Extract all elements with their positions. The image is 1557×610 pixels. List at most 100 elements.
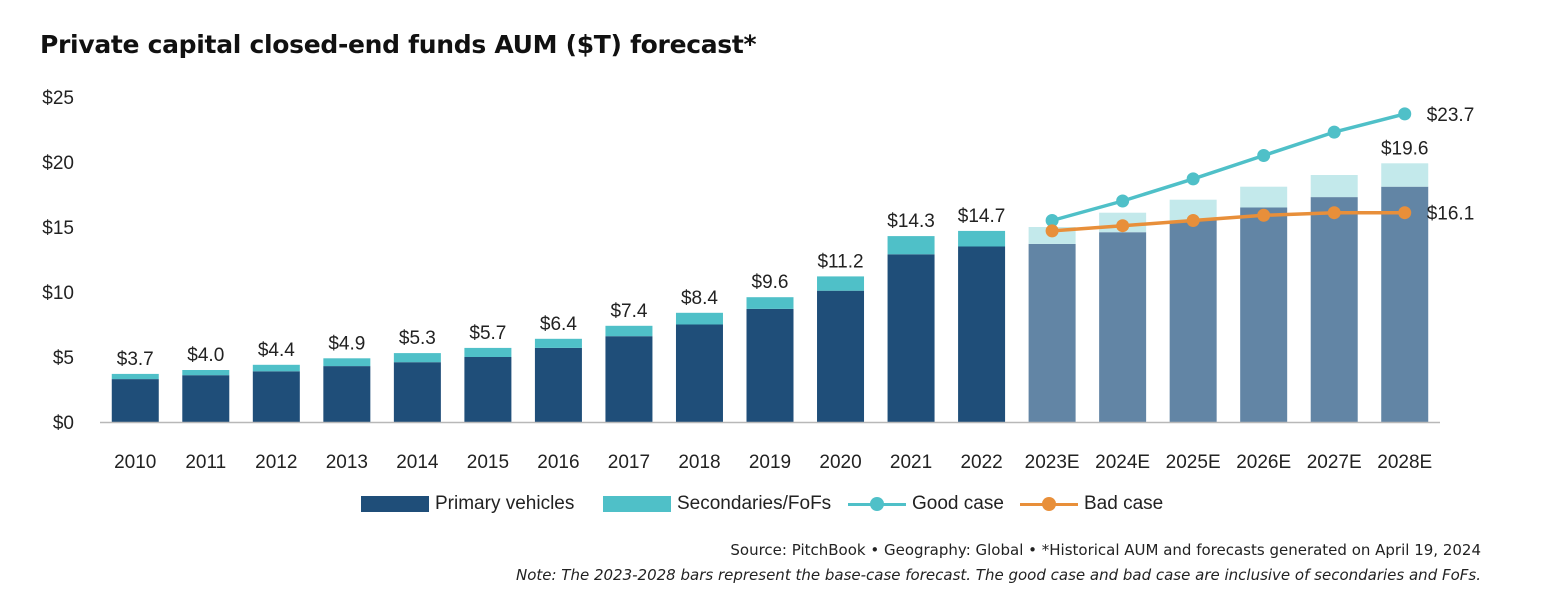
chart-title: Private capital closed-end funds AUM ($T…: [40, 30, 757, 59]
bar-primary: [252, 371, 300, 422]
bar-secondaries: [675, 312, 723, 325]
good-case-point: [1327, 125, 1341, 139]
data-label: $14.7: [958, 206, 1006, 227]
bar-primary: [1169, 220, 1217, 422]
data-label: $7.4: [610, 301, 647, 322]
bar-primary: [1310, 197, 1358, 422]
good-case-point: [1116, 194, 1130, 208]
x-tick-label: 2027E: [1307, 452, 1362, 473]
legend-swatch-good-case: [848, 496, 906, 512]
y-tick-label: $25: [42, 88, 74, 109]
bar-primary: [111, 379, 159, 422]
bar-primary: [746, 308, 794, 422]
legend-label-primary: Primary vehicles: [435, 493, 575, 514]
bar-primary: [605, 336, 653, 422]
bar-secondaries: [958, 230, 1006, 247]
x-tick-label: 2014: [396, 452, 439, 473]
data-labels: $3.7 $4.0 $4.4 $4.9 $5.3 $5.7 $6.4 $7.4 $8.4 $9.6…: [117, 138, 1429, 370]
x-tick-label: 2017: [608, 452, 650, 473]
bar-secondaries: [464, 347, 512, 357]
bad-case-end-label: $16.1: [1427, 204, 1475, 225]
good-case-line: [1051, 112, 1406, 223]
x-tick-label: 2026E: [1236, 452, 1291, 473]
bar-primary: [958, 246, 1006, 422]
good-case-point: [1186, 172, 1200, 186]
data-label: $3.7: [117, 349, 154, 370]
bad-case-point: [1398, 206, 1412, 220]
data-label: $4.0: [187, 345, 224, 366]
bad-case-point: [1327, 206, 1341, 220]
bad-case-point: [1257, 208, 1271, 222]
bar-secondaries: [1240, 186, 1288, 208]
bar-primary: [182, 375, 230, 422]
bars: [111, 163, 1429, 422]
good-case-point: [1257, 149, 1271, 162]
bad-case-line: [1051, 210, 1405, 233]
x-tick-label: 2022: [960, 452, 1002, 473]
legend-swatch-primary: [361, 496, 429, 512]
legend-item-primary: Primary vehicles: [361, 488, 574, 520]
good-case-point: [1045, 214, 1059, 227]
y-tick-label: $15: [42, 218, 74, 239]
y-axis: $0 $5 $10 $15 $20 $25: [42, 88, 74, 434]
x-tick-label: 2015: [467, 452, 509, 473]
good-case-point: [1398, 107, 1412, 121]
bar-secondaries: [182, 370, 230, 376]
bar-secondaries: [1169, 199, 1217, 221]
x-tick-label: 2016: [537, 452, 579, 473]
bar-secondaries: [111, 373, 159, 380]
bar-primary: [1099, 232, 1147, 422]
legend-item-secondaries: Secondaries/FoFs: [603, 488, 831, 520]
legend-swatch-bad-case: [1020, 496, 1078, 512]
legend-item-good-case: Good case: [848, 488, 1004, 520]
y-tick-label: $0: [53, 413, 74, 434]
legend-swatch-secondaries: [603, 496, 671, 512]
legend-label-good-case: Good case: [912, 493, 1004, 514]
forecast-lines: $23.7 $16.1: [1045, 105, 1475, 238]
data-label: $4.4: [258, 340, 295, 361]
legend-label-bad-case: Bad case: [1084, 493, 1164, 514]
bar-secondaries: [323, 358, 371, 367]
source-line: Source: PitchBook • Geography: Global • …: [730, 541, 1481, 559]
legend: Primary vehicles Secondaries/FoFs Good c…: [0, 488, 1557, 520]
x-tick-label: 2023E: [1025, 452, 1080, 473]
bad-case-point: [1186, 214, 1200, 227]
x-tick-label: 2020: [819, 452, 861, 473]
bar-primary: [393, 362, 441, 422]
data-label: $5.7: [469, 323, 506, 344]
bar-primary: [1240, 207, 1288, 422]
x-tick-label: 2028E: [1377, 452, 1432, 473]
bar-secondaries: [534, 338, 582, 348]
bar-primary: [887, 254, 935, 422]
y-tick-label: $20: [42, 153, 74, 174]
bad-case-point: [1116, 219, 1130, 233]
bar-secondaries: [1381, 163, 1429, 187]
bad-case-point: [1045, 224, 1059, 238]
x-tick-label: 2019: [749, 452, 791, 473]
x-axis: 2010 2011 2012 2013 2014 2015 2016 2017 2018 2019…: [100, 421, 1440, 473]
legend-label-secondaries: Secondaries/FoFs: [677, 493, 832, 514]
x-tick-label: 2024E: [1095, 452, 1150, 473]
bar-primary: [323, 366, 371, 422]
bar-primary: [534, 347, 582, 422]
x-tick-label: 2010: [114, 452, 156, 473]
bar-primary: [1028, 243, 1076, 422]
bar-secondaries: [746, 297, 794, 309]
data-label: $4.9: [328, 333, 365, 354]
x-tick-label: 2012: [255, 452, 297, 473]
y-tick-label: $10: [42, 283, 74, 304]
y-tick-label: $5: [53, 348, 74, 369]
x-tick-label: 2025E: [1166, 452, 1221, 473]
bar-primary: [464, 357, 512, 422]
good-case-end-label: $23.7: [1427, 105, 1475, 126]
data-label: $9.6: [752, 272, 789, 293]
bar-secondaries: [252, 364, 300, 372]
note-line: Note: The 2023-2028 bars represent the b…: [515, 566, 1481, 584]
x-tick-label: 2018: [678, 452, 720, 473]
data-label: $11.2: [817, 251, 863, 272]
x-tick-label: 2013: [326, 452, 368, 473]
bar-secondaries: [605, 325, 653, 337]
data-label: $14.3: [887, 211, 935, 232]
bar-secondaries: [1310, 175, 1358, 198]
bar-secondaries: [817, 276, 865, 291]
